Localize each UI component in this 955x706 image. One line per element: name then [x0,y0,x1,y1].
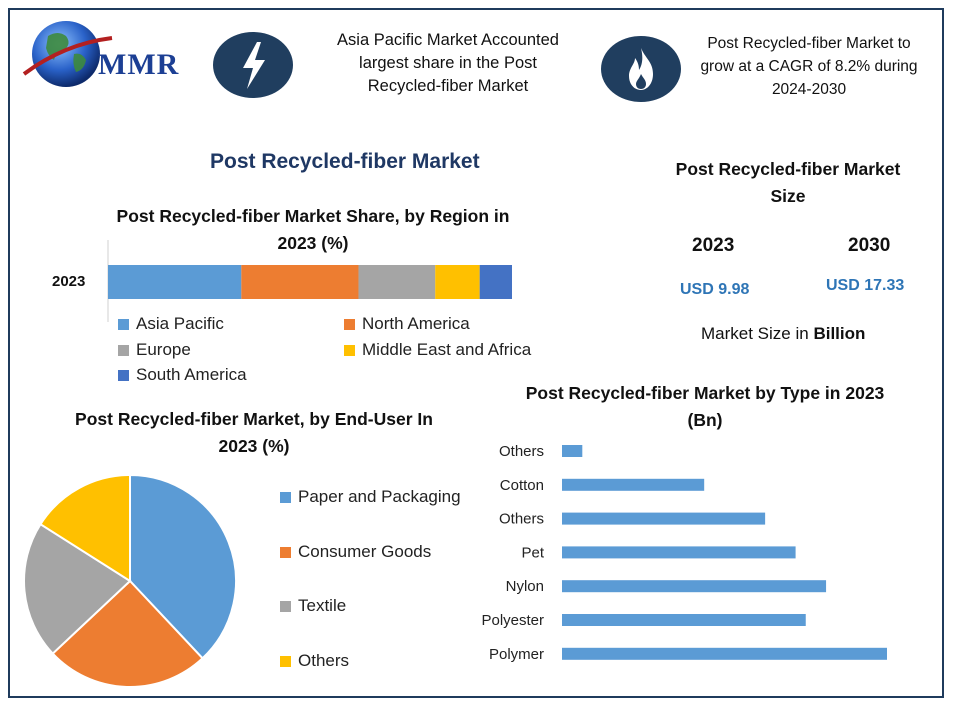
type-bar [562,478,705,491]
pie-slices [23,473,237,688]
enduser-chart-title: Post Recycled-fiber Market, by End-User … [75,409,433,456]
size-value-2023: USD 9.98 [680,281,750,298]
pie-legend-item: Textile [280,596,346,616]
size-unit-prefix: Market Size in [701,324,814,343]
logo-text: MMR [98,48,180,81]
size-panel-title: Post Recycled-fiber Market Size [648,156,928,210]
legend-swatch [118,369,129,381]
size-unit-note: Market Size in Billion [701,324,865,344]
lightning-bolt-icon [213,32,293,98]
legend-label: Consumer Goods [298,542,432,561]
cagr-fact-line: 2024-2030 [771,81,847,98]
type-category-label: Polymer [489,646,544,663]
type-bar [562,647,887,660]
pie-legend-item: Consumer Goods [280,542,431,562]
region-legend-item: Europe [118,340,191,360]
type-bar [562,546,796,559]
type-category-label: Others [499,511,544,528]
legend-swatch [118,344,129,356]
legend-label: South America [136,365,247,384]
legend-swatch [344,318,355,330]
main-title: Post Recycled-fiber Market [210,150,480,173]
type-bars: Others Cotton Others Pet Nylon Polyester Polym… [481,443,887,663]
cagr-fact: Post Recycled-fiber Market to grow at a … [680,32,938,101]
size-panel-title-line: Size [770,186,806,206]
legend-swatch [118,318,129,330]
pie-legend-item: Others [280,651,349,671]
region-bars [108,265,512,299]
size-value-2030: USD 17.33 [826,277,905,294]
infographic-frame [8,8,944,698]
legend-swatch [280,655,291,667]
size-panel-title-line: Post Recycled-fiber Market [675,159,901,179]
size-year-2023: 2023 [692,235,735,256]
legend-label: Europe [136,340,191,359]
legend-label: Paper and Packaging [298,487,461,506]
region-bar-segment [358,265,436,299]
type-chart-title: Post Recycled-fiber Market by Type in 20… [525,383,885,430]
region-legend-item: South America [118,365,247,385]
region-legend-item: Middle East and Africa [344,340,531,360]
legend-label: North America [362,314,470,333]
pie-slice [23,522,132,655]
legend-swatch [344,344,355,356]
legend-swatch [280,600,291,612]
legend-swatch [280,491,291,503]
type-bar [562,580,827,593]
type-bar [562,512,766,525]
region-bar-segment [241,265,359,299]
legend-label: Textile [298,596,347,615]
region-legend-item: Asia Pacific [118,314,224,334]
enduser-pie-chart [23,473,237,688]
type-category-label: Pet [521,544,544,561]
size-unit-bold: Billion [813,324,866,343]
legend-label: Middle East and Africa [362,340,532,359]
region-category-label: 2023 [52,273,85,290]
type-category-label: Others [499,443,544,460]
pie-legend-item: Paper and Packaging [280,487,461,507]
pie-slice [51,579,204,688]
pie-slice [39,473,131,583]
legend-swatch [280,546,291,558]
type-bar-chart: Others Cotton Others Pet Nylon Polyester Polym… [481,443,887,663]
legend-label: Asia Pacific [136,314,224,333]
cagr-fact-line: Post Recycled-fiber Market to [707,35,911,52]
type-category-label: Cotton [500,477,544,494]
flame-icon [601,36,681,102]
legend-label: Others [298,651,350,670]
type-bar [562,445,583,457]
globe-logo-icon [22,21,113,87]
type-bar [562,614,806,626]
type-category-label: Polyester [481,612,544,629]
region-bar-segment [479,265,512,299]
region-legend-item: North America [344,314,470,334]
cagr-fact-line: grow at a CAGR of 8.2% during [700,58,918,75]
type-category-label: Nylon [506,578,544,595]
pie-slice [129,473,237,660]
region-chart-title: Post Recycled-fiber Market Share, by Reg… [116,206,510,253]
region-chart: 2023 [52,240,512,322]
region-fact-line: Recycled-fiber Market [367,77,529,95]
region-fact-line: Asia Pacific Market Accounted [337,31,559,49]
region-bar-segment [108,265,242,299]
size-year-2030: 2030 [848,235,891,256]
region-fact: Asia Pacific Market Accounted largest sh… [312,29,584,98]
region-bar-segment [435,265,480,299]
region-fact-line: largest share in the Post [359,54,537,72]
